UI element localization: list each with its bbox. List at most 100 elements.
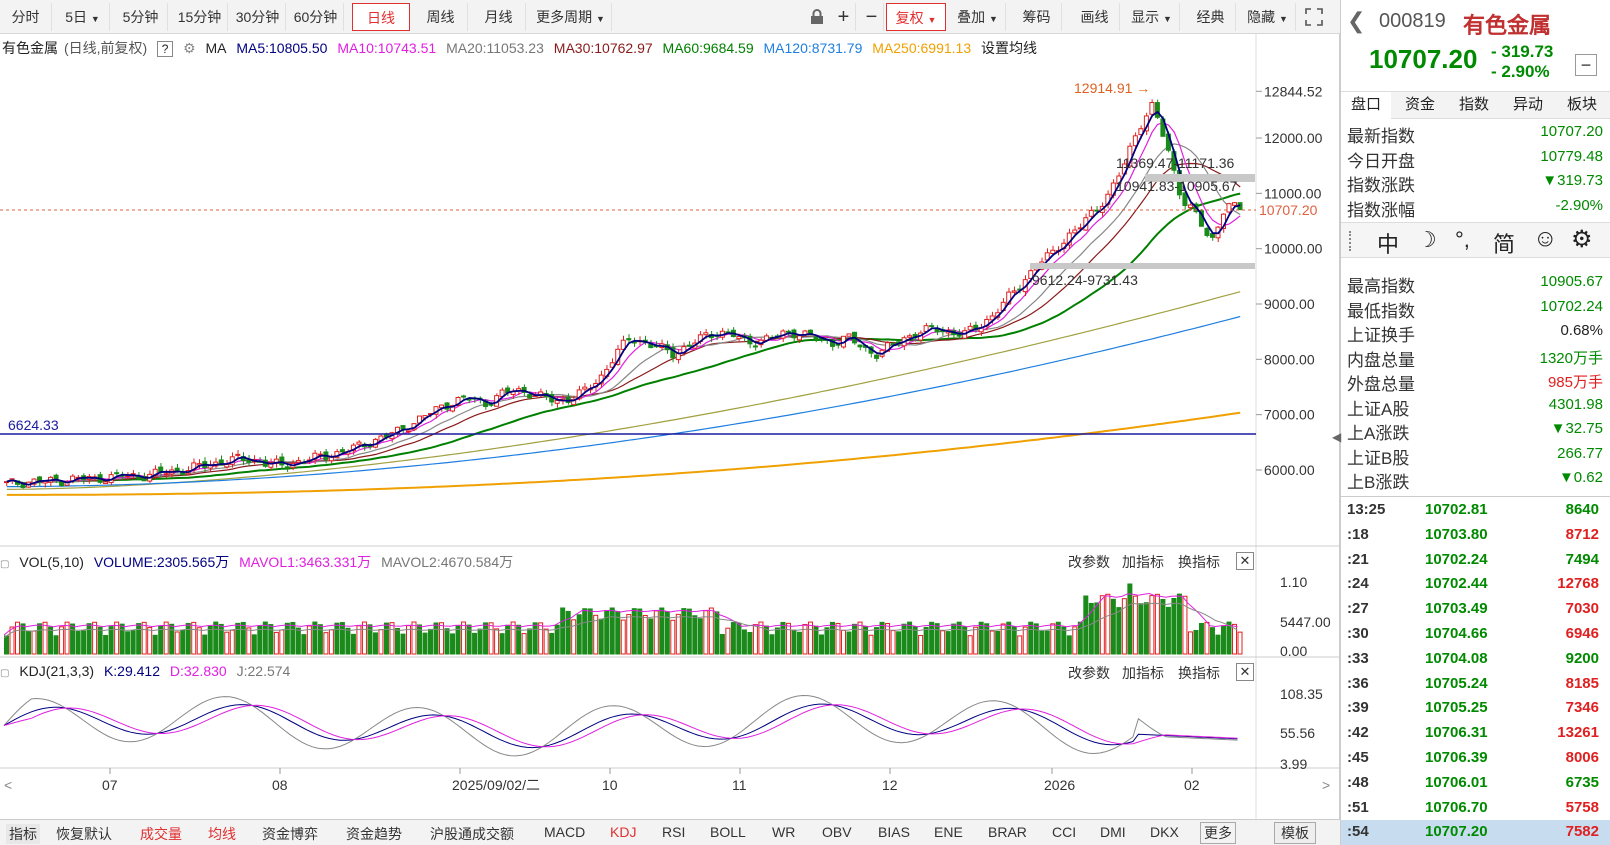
ime-punct-icon[interactable]: °, bbox=[1455, 227, 1470, 252]
ime-handle-icon[interactable] bbox=[1349, 231, 1353, 251]
hide-dropdown[interactable]: 隐藏 ▼ bbox=[1240, 3, 1296, 31]
indicator-tab-12[interactable]: OBV bbox=[822, 824, 852, 840]
kdj-d: D:32.830 bbox=[169, 663, 227, 679]
minimize-icon[interactable]: − bbox=[1575, 54, 1597, 76]
indicator-tab-1[interactable]: 恢复默认 bbox=[56, 826, 112, 842]
volume-bar bbox=[494, 628, 500, 655]
display-dropdown[interactable]: 显示 ▼ bbox=[1124, 3, 1180, 31]
indicator-tab-17[interactable]: DMI bbox=[1100, 824, 1126, 840]
tick-volume: 8640 bbox=[1565, 501, 1599, 518]
volume-bar bbox=[830, 621, 836, 655]
volume-bar bbox=[835, 622, 841, 655]
indicator-tab-11[interactable]: WR bbox=[772, 824, 796, 840]
indicator-tab-2[interactable]: 成交量 bbox=[140, 826, 182, 842]
panel-collapse-handle[interactable]: ◀ bbox=[1332, 430, 1342, 444]
template-button[interactable]: 模板 bbox=[1274, 822, 1316, 844]
candlestick-chart[interactable]: 6624.33 10707.20 12914.91 → 11369.47-111… bbox=[0, 34, 1340, 821]
lock-icon[interactable] bbox=[806, 3, 828, 31]
vol-add-indicator-button[interactable]: 加指标 bbox=[1122, 554, 1164, 570]
vol-collapse-icon[interactable]: ▢ bbox=[0, 559, 10, 570]
chips-button[interactable]: 筹码 bbox=[1012, 3, 1062, 31]
scroll-right-icon[interactable]: > bbox=[1322, 777, 1330, 793]
tab-sector[interactable]: 板块 bbox=[1566, 96, 1597, 113]
tick-time: :39 bbox=[1347, 699, 1369, 717]
help-icon[interactable]: ? bbox=[157, 41, 174, 57]
indicator-tab-18[interactable]: DKX bbox=[1150, 824, 1179, 840]
chart-area: 有色金属 (日线,前复权) ? ⚙ MA MA5:10805.50 MA10:10… bbox=[0, 34, 1340, 821]
indicator-tab-4[interactable]: 资金博弈 bbox=[262, 826, 318, 842]
gear-icon[interactable]: ⚙ bbox=[183, 40, 196, 56]
classic-button[interactable]: 经典 bbox=[1186, 3, 1236, 31]
period-tab-timeshare[interactable]: 分时 bbox=[0, 3, 52, 31]
vol-swap-indicator-button[interactable]: 换指标 bbox=[1178, 554, 1220, 570]
volume-bar bbox=[587, 608, 593, 655]
period-tab-15min[interactable]: 15分钟 bbox=[172, 3, 228, 31]
indicator-tab-19[interactable]: 更多 bbox=[1200, 822, 1236, 844]
indicator-tab-16[interactable]: CCI bbox=[1052, 824, 1077, 840]
indicator-tab-13[interactable]: BIAS bbox=[878, 824, 910, 840]
tick-price: 10703.49 bbox=[1425, 600, 1488, 618]
vol-close-icon[interactable]: ✕ bbox=[1236, 552, 1254, 570]
indicator-tab-7[interactable]: MACD bbox=[544, 824, 586, 840]
period-tab-monthly[interactable]: 月线 bbox=[472, 3, 526, 31]
indicator-tab-9[interactable]: RSI bbox=[662, 824, 686, 840]
ma-settings-button[interactable]: 设置均线 bbox=[981, 40, 1037, 56]
indicator-tab-6[interactable]: 沪股通成交额 bbox=[430, 826, 514, 842]
scroll-left-icon[interactable]: < bbox=[4, 777, 12, 793]
tick-price: 10707.20 bbox=[1425, 823, 1488, 841]
tab-index[interactable]: 指数 bbox=[1458, 96, 1489, 113]
stat-label: 今日开盘 bbox=[1347, 151, 1415, 171]
vol-params-button[interactable]: 改参数 bbox=[1068, 554, 1110, 570]
tick-list[interactable]: 13:25 10702.81 8640:18 10703.80 8712:21 10702… bbox=[1341, 498, 1610, 845]
indicator-tab-14[interactable]: ENE bbox=[934, 824, 963, 840]
ma5-line bbox=[6, 110, 1241, 486]
more-periods-dropdown[interactable]: 更多周期 ▼ bbox=[530, 3, 612, 31]
indicator-tab-5[interactable]: 资金趋势 bbox=[346, 826, 402, 842]
tab-funds[interactable]: 资金 bbox=[1404, 96, 1435, 113]
candle-body bbox=[1050, 249, 1056, 255]
tab-anomaly[interactable]: 异动 bbox=[1512, 96, 1543, 113]
ime-settings-icon[interactable]: ⚙ bbox=[1571, 226, 1593, 253]
period-tab-5day[interactable]: 5日 ▼ bbox=[56, 3, 110, 31]
period-tab-30min[interactable]: 30分钟 bbox=[230, 3, 286, 31]
period-tab-daily[interactable]: 日线 bbox=[352, 3, 410, 31]
period-tab-weekly[interactable]: 周线 bbox=[414, 3, 468, 31]
overlay-dropdown[interactable]: 叠加 ▼ bbox=[950, 3, 1006, 31]
ime-emoji-icon[interactable]: ☺ bbox=[1533, 225, 1558, 252]
volume-bar bbox=[659, 607, 665, 655]
kdj-collapse-icon[interactable]: ▢ bbox=[0, 668, 10, 679]
volume-bar bbox=[86, 623, 92, 655]
indicator-tab-15[interactable]: BRAR bbox=[988, 824, 1027, 840]
indicator-tab-3[interactable]: 均线 bbox=[208, 826, 236, 842]
kdj-close-icon[interactable]: ✕ bbox=[1236, 663, 1254, 681]
indicator-tab-8[interactable]: KDJ bbox=[610, 824, 637, 840]
stat-value: ▼32.75 bbox=[1550, 420, 1603, 437]
prev-stock-icon[interactable]: ❮ bbox=[1347, 8, 1366, 33]
volume-bar bbox=[929, 621, 935, 655]
ime-chinese-icon[interactable]: 中 bbox=[1377, 232, 1400, 257]
kdj-swap-indicator-button[interactable]: 换指标 bbox=[1178, 665, 1220, 681]
indicator-tab-10[interactable]: BOLL bbox=[710, 824, 746, 840]
ime-simplified-icon[interactable]: 简 bbox=[1493, 232, 1516, 257]
zoom-out-icon[interactable]: − bbox=[860, 3, 884, 31]
fullscreen-icon[interactable] bbox=[1300, 3, 1328, 31]
adjust-dropdown[interactable]: 复权 ▼ bbox=[886, 3, 946, 31]
ime-moon-icon[interactable]: ☽ bbox=[1417, 227, 1437, 252]
candle-body bbox=[785, 330, 791, 333]
volume-bar bbox=[1055, 621, 1061, 655]
vol-y-tick: 1.10 bbox=[1280, 574, 1307, 590]
draw-line-button[interactable]: 画线 bbox=[1070, 3, 1120, 31]
period-tab-5min[interactable]: 5分钟 bbox=[114, 3, 168, 31]
period-tab-60min[interactable]: 60分钟 bbox=[288, 3, 344, 31]
stat-row: 今日开盘 10779.48 bbox=[1341, 145, 1610, 171]
x-tick-label: 10 bbox=[602, 777, 618, 793]
kdj-params-button[interactable]: 改参数 bbox=[1068, 665, 1110, 681]
zoom-in-icon[interactable]: + bbox=[832, 3, 856, 31]
kdj-add-indicator-button[interactable]: 加指标 bbox=[1122, 665, 1164, 681]
tick-volume: 7346 bbox=[1565, 699, 1599, 717]
tab-handicap[interactable]: 盘口 bbox=[1341, 92, 1391, 119]
volume-bar bbox=[973, 626, 979, 655]
tick-time: :24 bbox=[1347, 575, 1369, 593]
volume-bar bbox=[262, 621, 268, 655]
indicator-tab-0[interactable]: 指标 bbox=[6, 824, 40, 844]
